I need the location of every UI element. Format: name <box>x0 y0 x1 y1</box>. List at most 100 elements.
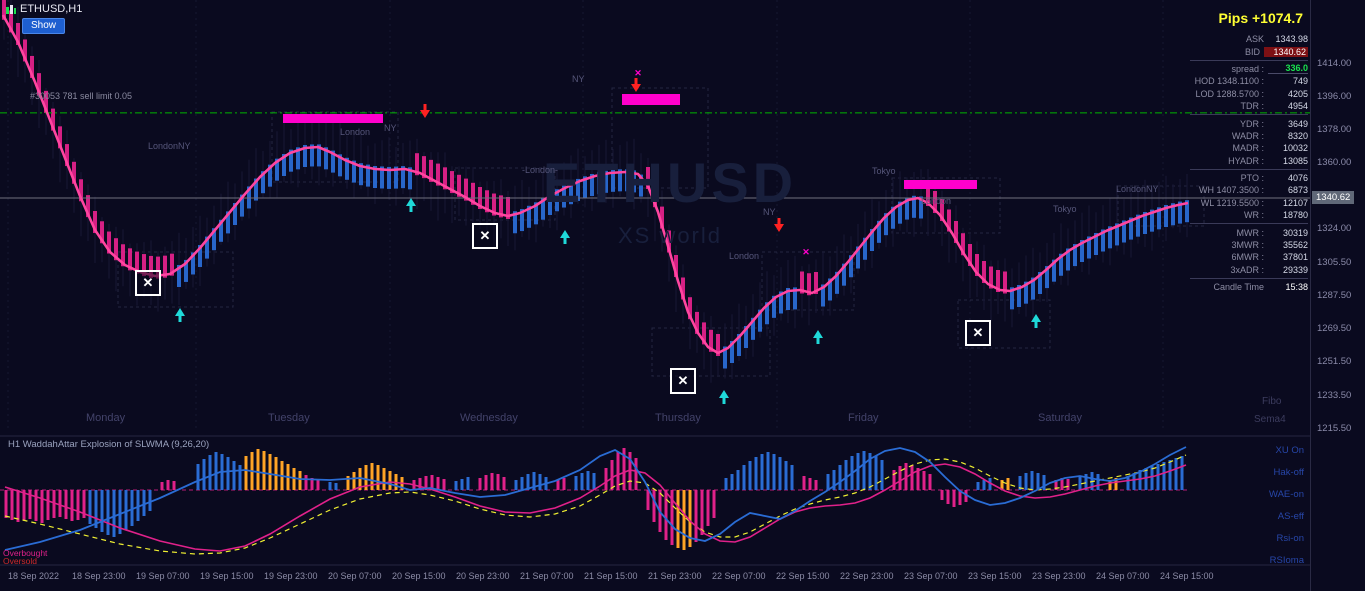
svg-text:✕: ✕ <box>802 247 810 257</box>
time-axis-label: 18 Sep 23:00 <box>72 571 126 581</box>
price-axis[interactable]: 1414.00 1396.00 1378.00 1360.00 1324.00 1305.… <box>1310 0 1365 591</box>
slwma-ribbon <box>2 0 1189 369</box>
time-axis-label: 21 Sep 07:00 <box>520 571 574 581</box>
session-label: NY <box>572 74 585 84</box>
exit-x-marker[interactable]: ✕ <box>135 270 161 296</box>
quote-row-value: 1343.98 <box>1275 34 1308 45</box>
quote-row: TDR : 4954 <box>1190 100 1309 112</box>
price-axis-label: 1269.50 <box>1317 323 1352 335</box>
quote-row-label: 6MWR : <box>1231 252 1265 263</box>
show-button[interactable]: Show <box>22 18 66 34</box>
time-axis[interactable]: 18 Sep 2022 18 Sep 23:00 19 Sep 07:00 19 Se… <box>0 566 1310 591</box>
quote-row-label: HYADR : <box>1228 155 1264 166</box>
quote-row-label: MWR : <box>1236 227 1265 238</box>
exit-x-marker[interactable]: ✕ <box>472 223 498 249</box>
level-lines <box>0 112 1310 199</box>
quote-row-label: LOD 1288.5700 : <box>1195 88 1264 99</box>
quote-row-label: TDR : <box>1240 101 1265 112</box>
quote-row: WL 1219.5500 : 12107 <box>1190 197 1308 209</box>
watermark-symbol: ETHUSD <box>542 151 798 214</box>
time-axis-label: 20 Sep 15:00 <box>392 571 446 581</box>
session-label: Tokyo <box>872 166 896 176</box>
watermark: ETHUSD XS world <box>470 150 870 249</box>
day-label-friday: Friday <box>848 412 879 424</box>
price-axis-label: 1287.50 <box>1317 290 1352 302</box>
quote-row: MADR : 10032 <box>1190 142 1309 154</box>
quote-row: WADR : 8320 <box>1190 130 1308 142</box>
price-axis-label: 1378.00 <box>1317 124 1352 136</box>
quote-row-separator <box>1190 168 1308 170</box>
quote-row: HOD 1348.1100 : 749 <box>1190 75 1308 87</box>
quote-row-value: 12107 <box>1282 197 1308 208</box>
pending-order-label: #30053 781 sell limit 0.05 <box>30 91 133 101</box>
day-label-tuesday: Tuesday <box>268 412 310 424</box>
day-label-thursday: Thursday <box>655 412 701 424</box>
slwma-main-line <box>1 14 1189 355</box>
day-label-wednesday: Wednesday <box>460 412 518 424</box>
quote-row-value: 37801 <box>1282 252 1308 263</box>
toggle-hak-off[interactable]: Hak-off <box>1273 467 1304 478</box>
time-axis-label: 20 Sep 07:00 <box>328 571 382 581</box>
chart-icon <box>6 5 16 14</box>
quote-row-separator <box>1190 278 1308 280</box>
session-label: -London- <box>522 165 559 175</box>
quote-row-label: WR : <box>1244 210 1264 221</box>
price-chart-canvas[interactable]: ✕✕ <box>0 0 1310 566</box>
day-label-monday: Monday <box>86 412 126 424</box>
current-price-tag: 1340.62 <box>1312 190 1355 204</box>
quote-row: ASK 1343.98 <box>1190 33 1308 45</box>
object-label-sema4: Sema4 <box>1254 414 1286 425</box>
quote-row-label: YDR : <box>1239 118 1264 129</box>
time-axis-label: 20 Sep 23:00 <box>456 571 510 581</box>
quote-row-label: HOD 1348.1100 : <box>1194 76 1264 87</box>
time-axis-label: 21 Sep 15:00 <box>584 571 638 581</box>
wae-blue-line <box>4 446 1187 551</box>
time-axis-label: 23 Sep 23:00 <box>1032 571 1086 581</box>
toggle-wae-on[interactable]: WAE-on <box>1268 489 1304 500</box>
toggle-as-eff[interactable]: AS-eff <box>1277 511 1304 522</box>
time-axis-label: 19 Sep 07:00 <box>136 571 190 581</box>
quote-row-value: 10032 <box>1282 143 1308 154</box>
quote-row-label: ASK <box>1245 34 1264 45</box>
quote-row-value: 4954 <box>1287 101 1308 112</box>
quote-row-label: WADR : <box>1231 130 1264 141</box>
quote-row: BID 1340.62 <box>1190 45 1308 57</box>
quote-row-value: 4205 <box>1287 88 1308 99</box>
quote-row-label: PTO : <box>1240 173 1264 184</box>
quote-row-value: 749 <box>1292 76 1308 87</box>
oversold-label: Oversold <box>3 556 38 566</box>
quote-row-value: 35562 <box>1282 240 1308 251</box>
wae-indicator-title: H1 WaddahAttar Explosion of SLWMA (9,26,… <box>8 439 210 450</box>
session-label: London <box>729 251 760 261</box>
supply-zones <box>283 94 977 189</box>
quote-row-separator <box>1190 114 1308 116</box>
session-label: London <box>921 196 952 206</box>
quote-row-label: spread : <box>1231 63 1264 74</box>
time-axis-label: 18 Sep 2022 <box>8 571 60 581</box>
session-label: NY <box>384 123 397 133</box>
toggle-rsi-on[interactable]: Rsi-on <box>1276 533 1304 544</box>
time-axis-label: 22 Sep 07:00 <box>712 571 766 581</box>
exit-x-marker[interactable]: ✕ <box>965 320 991 346</box>
toggle-rsioma[interactable]: RSIoma <box>1269 555 1304 566</box>
price-axis-label: 1414.00 <box>1317 58 1352 70</box>
quote-row: LOD 1288.5700 : 4205 <box>1190 88 1308 100</box>
price-axis-label: 1305.50 <box>1317 257 1352 269</box>
quote-row: Candle Time 15:38 <box>1190 281 1308 293</box>
wae-explosion-line <box>4 454 1187 555</box>
quote-row-value: 13085 <box>1282 155 1308 166</box>
quote-row-value: 3649 <box>1287 118 1308 129</box>
quote-row-value: 18780 <box>1282 210 1308 221</box>
wae-pink-line <box>4 463 1187 552</box>
quote-row-label: 3MWR : <box>1231 240 1265 251</box>
toggle-xu-on[interactable]: XU On <box>1275 445 1304 456</box>
quote-row: 3MWR : 35562 <box>1190 239 1309 251</box>
quote-stats-panel: ASK 1343.98 BID 1340.62 spread :336.0 HOD 134… <box>1190 33 1308 293</box>
quote-row-label: WL 1219.5500 : <box>1200 197 1264 208</box>
exit-x-marker[interactable]: ✕ <box>670 368 696 394</box>
quote-row: 3xADR : 29339 <box>1190 264 1308 276</box>
symbol-period-label: ETHUSD,H1 <box>20 3 83 15</box>
quote-row-value: 336.0 <box>1268 63 1308 75</box>
price-axis-label: 1233.50 <box>1317 389 1352 401</box>
